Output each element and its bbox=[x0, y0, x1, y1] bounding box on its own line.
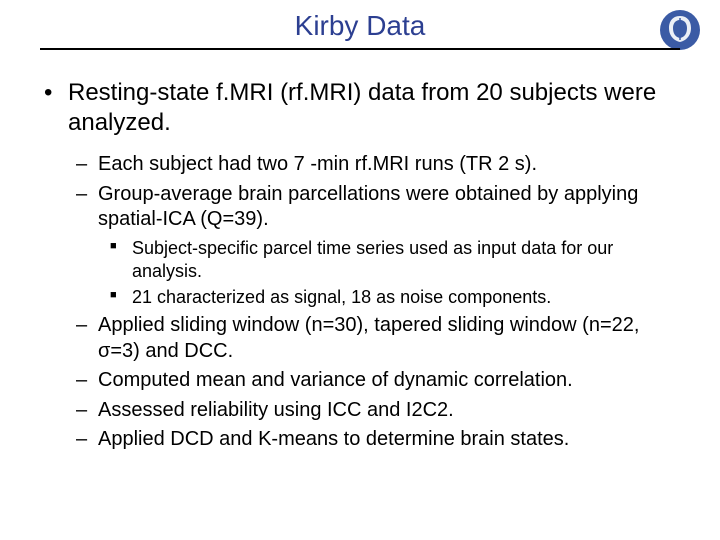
content-block: Resting-state f.MRI (rf.MRI) data from 2… bbox=[40, 78, 680, 453]
bullet-lvl2: Group-average brain parcellations were o… bbox=[98, 182, 680, 309]
bullet-text: Resting-state f.MRI (rf.MRI) data from 2… bbox=[68, 79, 656, 136]
bullet-lvl3: Subject-specific parcel time series used… bbox=[132, 237, 680, 284]
bullet-lvl2: Applied sliding window (n=30), tapered s… bbox=[98, 313, 680, 364]
bullet-lvl2: Each subject had two 7 -min rf.MRI runs … bbox=[98, 152, 680, 178]
slide-title: Kirby Data bbox=[40, 10, 680, 42]
bullet-text: Each subject had two 7 -min rf.MRI runs … bbox=[98, 153, 537, 175]
bullet-text: Subject-specific parcel time series used… bbox=[132, 238, 613, 281]
bullet-text: Applied DCD and K-means to determine bra… bbox=[98, 428, 569, 450]
title-underline bbox=[40, 48, 680, 50]
bullet-text: Computed mean and variance of dynamic co… bbox=[98, 369, 573, 391]
bullet-lvl2: Applied DCD and K-means to determine bra… bbox=[98, 427, 680, 453]
bullet-lvl3: 21 characterized as signal, 18 as noise … bbox=[132, 286, 680, 309]
bullet-lvl2: Computed mean and variance of dynamic co… bbox=[98, 368, 680, 394]
bullet-lvl2: Assessed reliability using ICC and I2C2. bbox=[98, 398, 680, 424]
bullet-text: Applied sliding window (n=30), tapered s… bbox=[98, 314, 639, 362]
bullet-text: Assessed reliability using ICC and I2C2. bbox=[98, 399, 454, 421]
slide: Kirby Data Resting-state f.MRI (rf.MRI) … bbox=[0, 0, 720, 540]
bullet-lvl1: Resting-state f.MRI (rf.MRI) data from 2… bbox=[68, 78, 680, 453]
bullet-text: Group-average brain parcellations were o… bbox=[98, 183, 638, 231]
bullet-text: 21 characterized as signal, 18 as noise … bbox=[132, 287, 551, 307]
title-block: Kirby Data bbox=[40, 10, 680, 50]
